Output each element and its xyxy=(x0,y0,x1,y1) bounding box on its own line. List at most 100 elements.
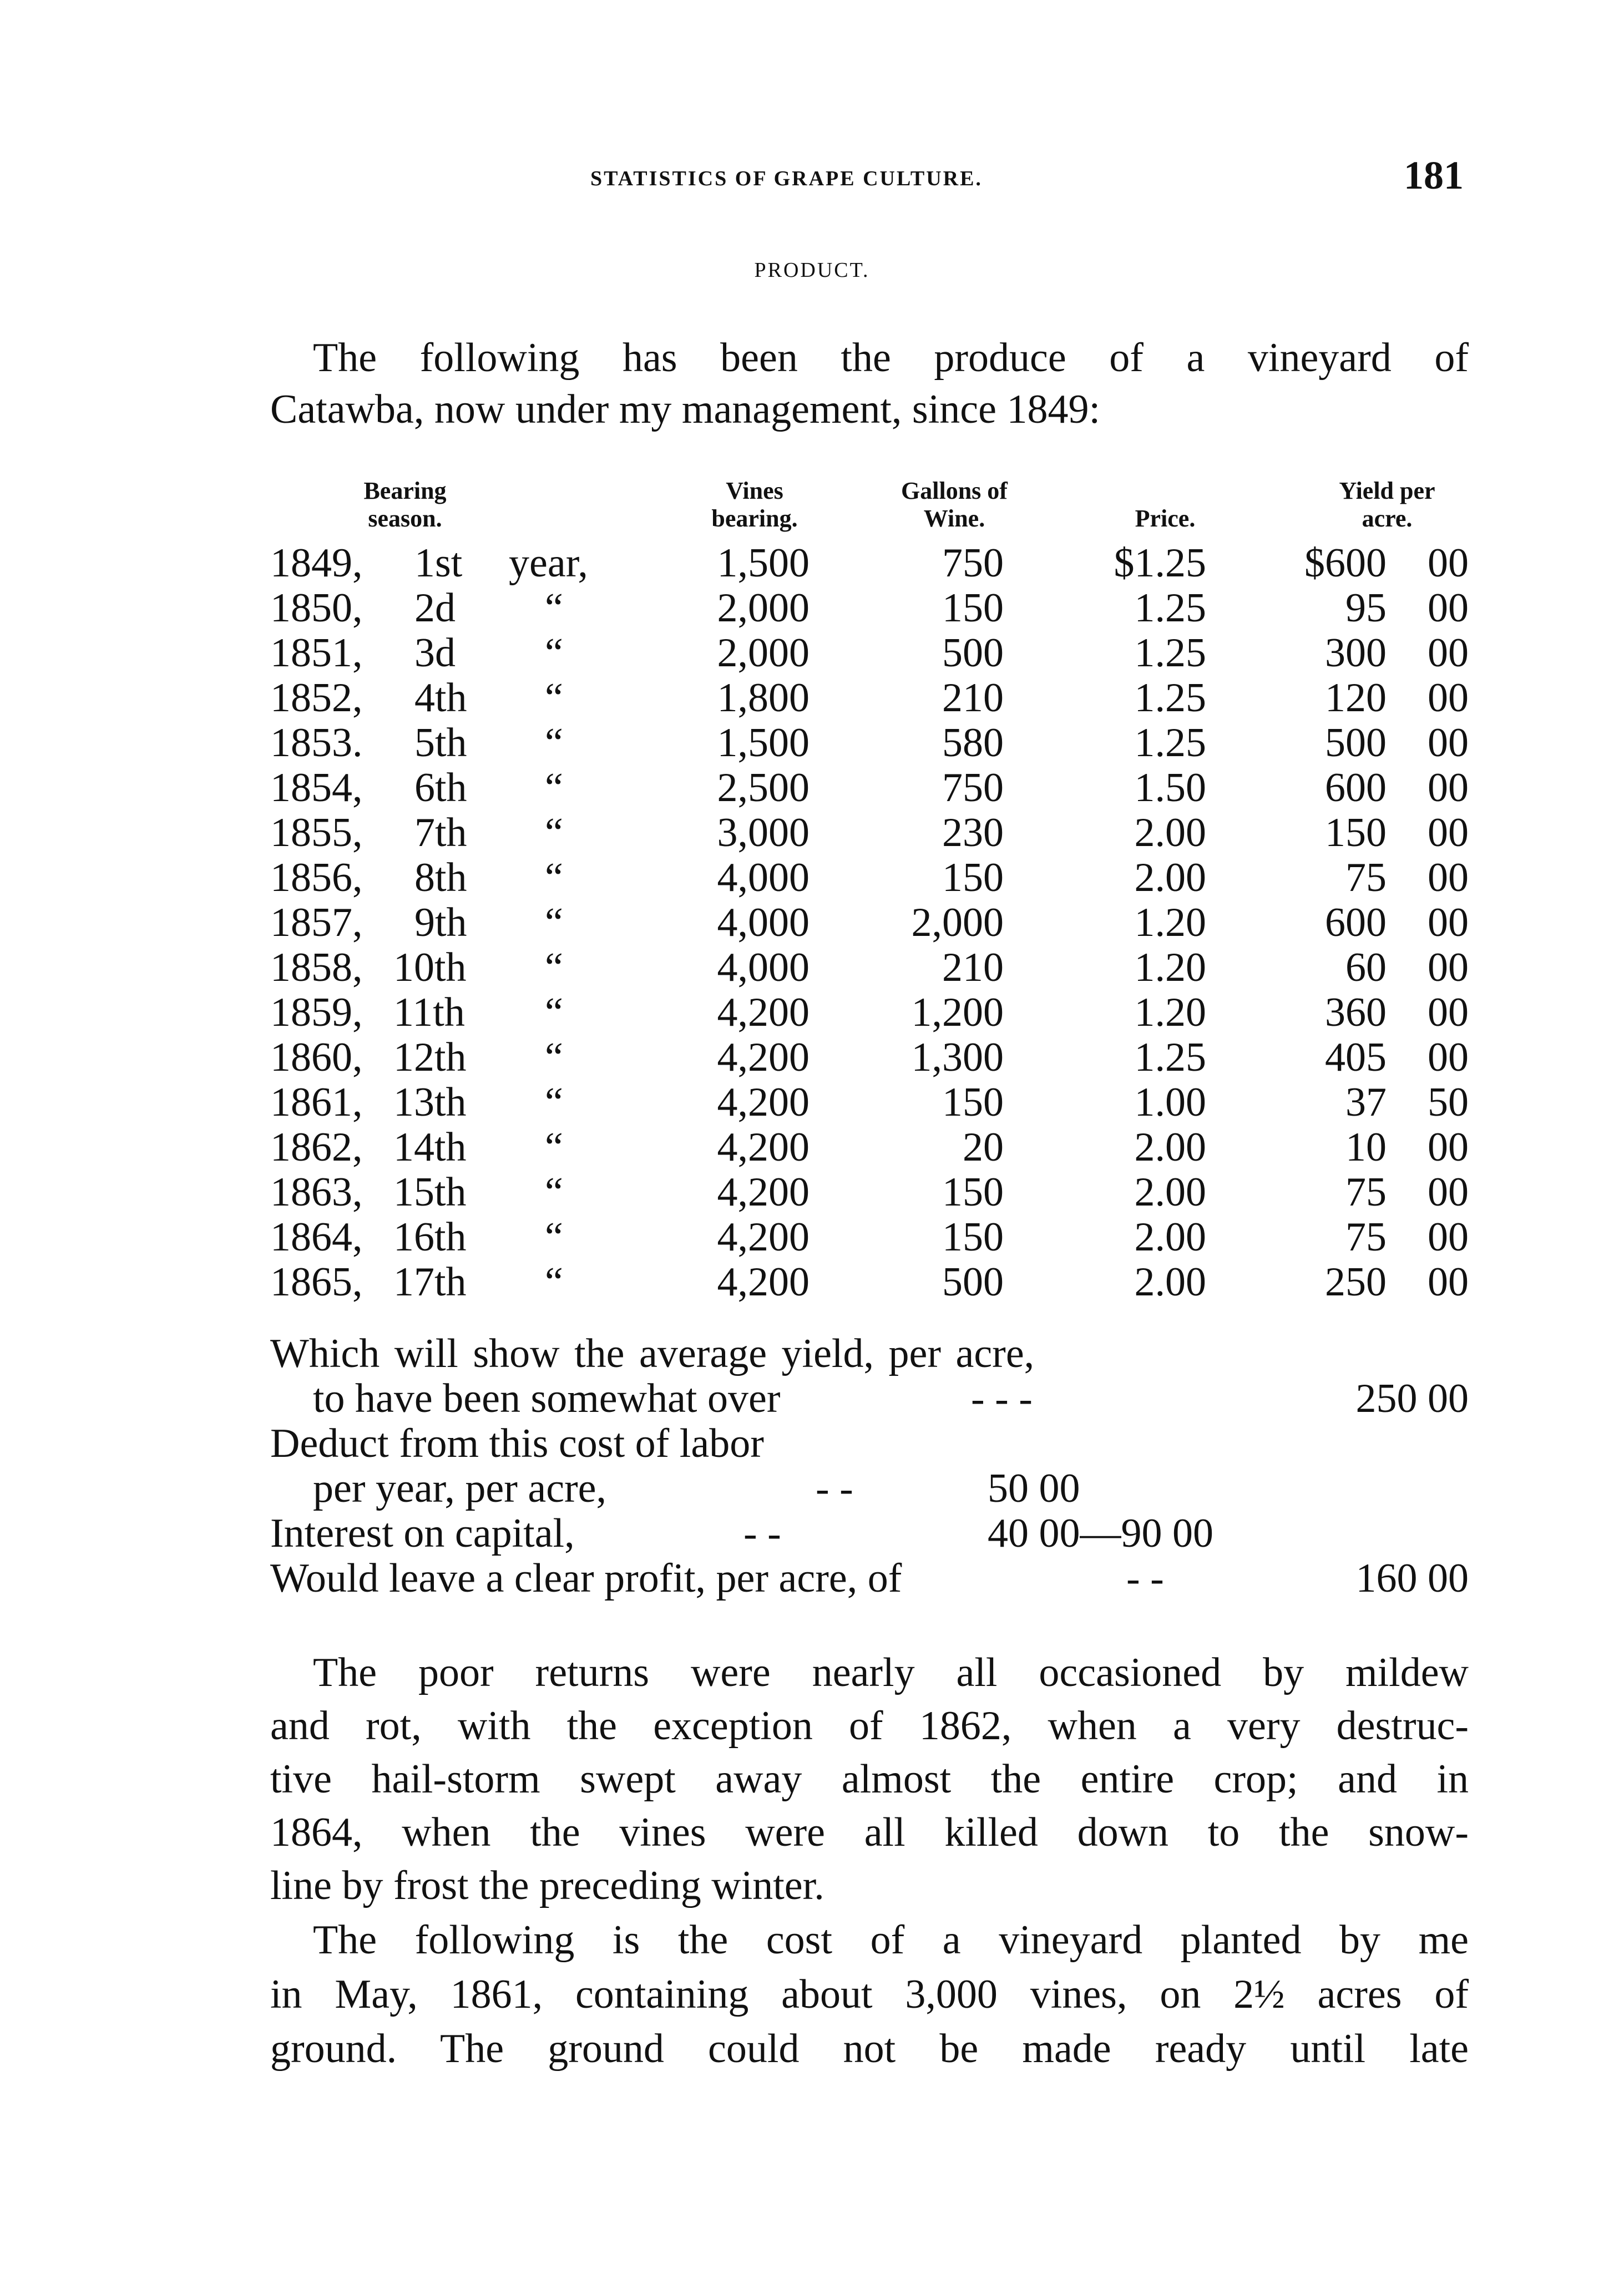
table-row: 1855, 7th “ 3,000 230 2.00 150 00 xyxy=(270,811,1469,855)
cell-year: 1856, xyxy=(270,855,363,900)
paragraph-line: tive hail-storm swept away almost the en… xyxy=(270,1756,1469,1802)
cell-year-label: “ xyxy=(545,585,563,631)
column-header-gallons: Gallons of Wine. xyxy=(871,477,1038,533)
cell-gallons-of-wine: 210 xyxy=(942,945,1004,990)
header-line: Bearing xyxy=(363,477,447,504)
cell-year: 1849, xyxy=(270,540,363,586)
cell-price: 2.00 xyxy=(1134,1259,1207,1305)
leader-dots: - - xyxy=(743,1511,781,1556)
cell-ordinal: 1st xyxy=(414,540,463,586)
cell-yield-cents: 00 xyxy=(1428,810,1469,855)
cell-yield-cents: 00 xyxy=(1428,1169,1469,1215)
table-row: 1852, 4th “ 1,800 210 1.25 120 00 xyxy=(270,676,1469,721)
table-row: 1864, 16th “ 4,200 150 2.00 75 00 xyxy=(270,1215,1469,1260)
cell-year: 1853. xyxy=(270,720,363,766)
cell-year: 1855, xyxy=(270,810,363,855)
cell-year-label: “ xyxy=(545,810,563,855)
cell-yield-dollars: 75 xyxy=(1345,855,1387,900)
table-row: 1851, 3d “ 2,000 500 1.25 300 00 xyxy=(270,631,1469,676)
cell-vines-bearing: 2,000 xyxy=(717,630,810,676)
summary-line: Deduct from this cost of labor xyxy=(270,1421,764,1466)
cell-vines-bearing: 4,000 xyxy=(717,900,810,945)
summary-line: per year, per acre, xyxy=(313,1466,607,1511)
cell-gallons-of-wine: 150 xyxy=(942,1214,1004,1260)
header-line: Wine. xyxy=(923,505,985,532)
cell-year: 1865, xyxy=(270,1259,363,1305)
paragraph-line: in May, 1861, containing about 3,000 vin… xyxy=(270,1972,1469,2017)
cell-yield-cents: 00 xyxy=(1428,1125,1469,1170)
column-header-yield: Yield per acre. xyxy=(1298,477,1476,533)
cell-year: 1852, xyxy=(270,675,363,721)
cell-vines-bearing: 1,500 xyxy=(717,540,810,586)
cell-year: 1861, xyxy=(270,1080,363,1125)
paragraph-line: The poor returns were nearly all occasio… xyxy=(313,1650,1469,1695)
cell-vines-bearing: 4,200 xyxy=(717,990,810,1035)
cell-ordinal: 2d xyxy=(414,585,456,631)
cell-yield-dollars: 300 xyxy=(1325,630,1387,676)
summary-line: to have been somewhat over xyxy=(313,1376,781,1421)
header-line: bearing. xyxy=(711,505,798,532)
cell-year: 1854, xyxy=(270,765,363,811)
table-row: 1857, 9th “ 4,000 2,000 1.20 600 00 xyxy=(270,900,1469,945)
cell-yield-cents: 00 xyxy=(1428,1214,1469,1260)
paragraph-line: and rot, with the exception of 1862, whe… xyxy=(270,1703,1469,1749)
cell-gallons-of-wine: 150 xyxy=(942,855,1004,900)
summary-value: 160 00 xyxy=(1355,1556,1469,1601)
cell-gallons-of-wine: 750 xyxy=(942,540,1004,586)
cell-year-label: “ xyxy=(545,720,563,766)
cell-yield-cents: 00 xyxy=(1428,675,1469,721)
cell-ordinal: 4th xyxy=(414,675,467,721)
cell-year-label: “ xyxy=(545,675,563,721)
cell-yield-dollars: 600 xyxy=(1325,900,1387,945)
cell-yield-dollars: 75 xyxy=(1345,1169,1387,1215)
cell-yield-dollars: 500 xyxy=(1325,720,1387,766)
cell-price: 1.50 xyxy=(1134,765,1207,811)
cell-year-label: “ xyxy=(545,1169,563,1215)
cell-price: 1.25 xyxy=(1134,675,1207,721)
cell-year: 1850, xyxy=(270,585,363,631)
cell-ordinal: 6th xyxy=(414,765,467,811)
paragraph-line: 1864, when the vines were all killed dow… xyxy=(270,1810,1469,1855)
cell-vines-bearing: 1,800 xyxy=(717,675,810,721)
paragraph-line: ground. The ground could not be made rea… xyxy=(270,2026,1469,2072)
cell-yield-cents: 00 xyxy=(1428,855,1469,900)
cell-ordinal: 8th xyxy=(414,855,467,900)
cell-ordinal: 11th xyxy=(393,990,465,1035)
cell-price: 1.25 xyxy=(1134,630,1207,676)
cell-gallons-of-wine: 150 xyxy=(942,1169,1004,1215)
table-row: 1863, 15th “ 4,200 150 2.00 75 00 xyxy=(270,1170,1469,1215)
cell-yield-dollars: 250 xyxy=(1325,1259,1387,1305)
cell-vines-bearing: 4,000 xyxy=(717,855,810,900)
cell-yield-cents: 00 xyxy=(1428,900,1469,945)
table-row: 1861, 13th “ 4,200 150 1.00 37 50 xyxy=(270,1080,1469,1125)
summary-line: Interest on capital, xyxy=(270,1511,575,1556)
cell-year: 1863, xyxy=(270,1169,363,1215)
cell-yield-cents: 50 xyxy=(1428,1080,1469,1125)
section-title: PRODUCT. xyxy=(754,259,870,282)
table-row: 1858, 10th “ 4,000 210 1.20 60 00 xyxy=(270,945,1469,990)
column-header-price: Price. xyxy=(1093,477,1237,533)
table-row: 1854, 6th “ 2,500 750 1.50 600 00 xyxy=(270,766,1469,811)
cell-year-label: “ xyxy=(545,1214,563,1260)
cell-year-label: “ xyxy=(545,990,563,1035)
table-row: 1850, 2d “ 2,000 150 1.25 95 00 xyxy=(270,586,1469,631)
leader-dots: - - - xyxy=(971,1376,1033,1421)
cell-gallons-of-wine: 1,300 xyxy=(911,1035,1004,1080)
cell-year-label: “ xyxy=(545,1035,563,1080)
cell-yield-cents: 00 xyxy=(1428,1035,1469,1080)
column-header-vines: Vines bearing. xyxy=(682,477,827,533)
cell-yield-dollars: $600 xyxy=(1304,540,1387,586)
cell-vines-bearing: 2,000 xyxy=(717,585,810,631)
cell-yield-dollars: 37 xyxy=(1345,1080,1387,1125)
cell-yield-cents: 00 xyxy=(1428,1259,1469,1305)
cell-yield-cents: 00 xyxy=(1428,540,1469,586)
cell-price: 1.20 xyxy=(1134,990,1207,1035)
cell-vines-bearing: 4,200 xyxy=(717,1259,810,1305)
cell-ordinal: 17th xyxy=(393,1259,467,1305)
cell-year-label: “ xyxy=(545,765,563,811)
paragraph-line: line by frost the preceding winter. xyxy=(270,1863,824,1908)
cell-vines-bearing: 4,200 xyxy=(717,1169,810,1215)
cell-gallons-of-wine: 500 xyxy=(942,1259,1004,1305)
cell-gallons-of-wine: 750 xyxy=(942,765,1004,811)
